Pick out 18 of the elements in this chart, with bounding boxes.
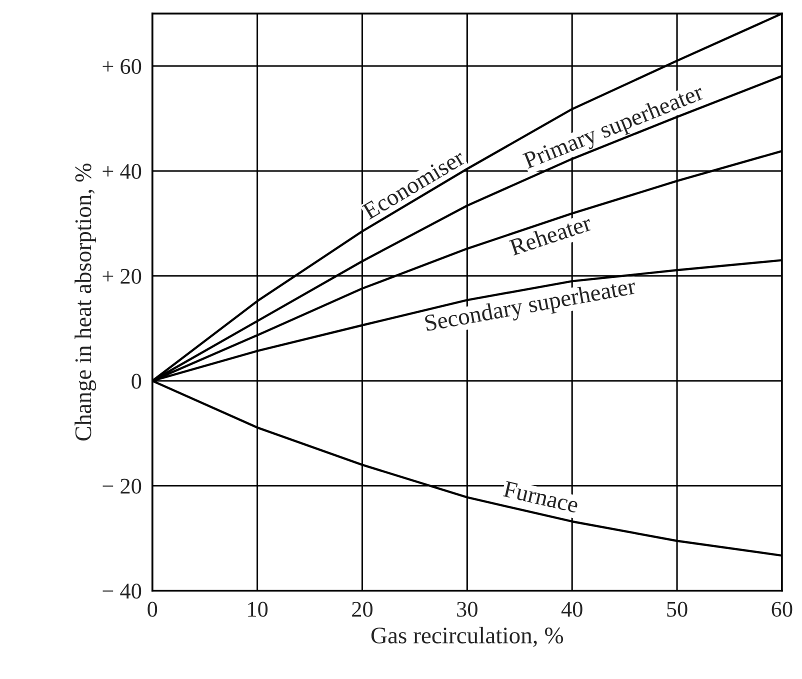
y-axis-title: Change in heat absorption, % — [74, 164, 96, 441]
text: Furnace — [502, 481, 580, 514]
x-tick-label: 50 — [667, 602, 688, 617]
y-tick-label: − 20 — [102, 478, 142, 494]
x-tick-label: 40 — [561, 602, 582, 617]
x-tick-label: 0 — [148, 602, 158, 617]
y-tick-label: + 20 — [102, 268, 142, 284]
x-axis-title: Gas recirculation, % — [371, 626, 564, 647]
y-tick-label: 0 — [132, 374, 142, 389]
y-tick-label: − 40 — [102, 584, 142, 599]
text: Reheater — [508, 214, 593, 256]
text: Secondary superheater — [424, 277, 638, 336]
y-tick-label: + 60 — [102, 58, 142, 74]
x-tick-label: 20 — [352, 602, 372, 617]
x-tick-label: 30 — [457, 602, 478, 617]
x-tick-label: 10 — [248, 602, 268, 617]
x-tick-label: 60 — [772, 602, 792, 617]
y-tick-label: + 40 — [102, 164, 142, 179]
